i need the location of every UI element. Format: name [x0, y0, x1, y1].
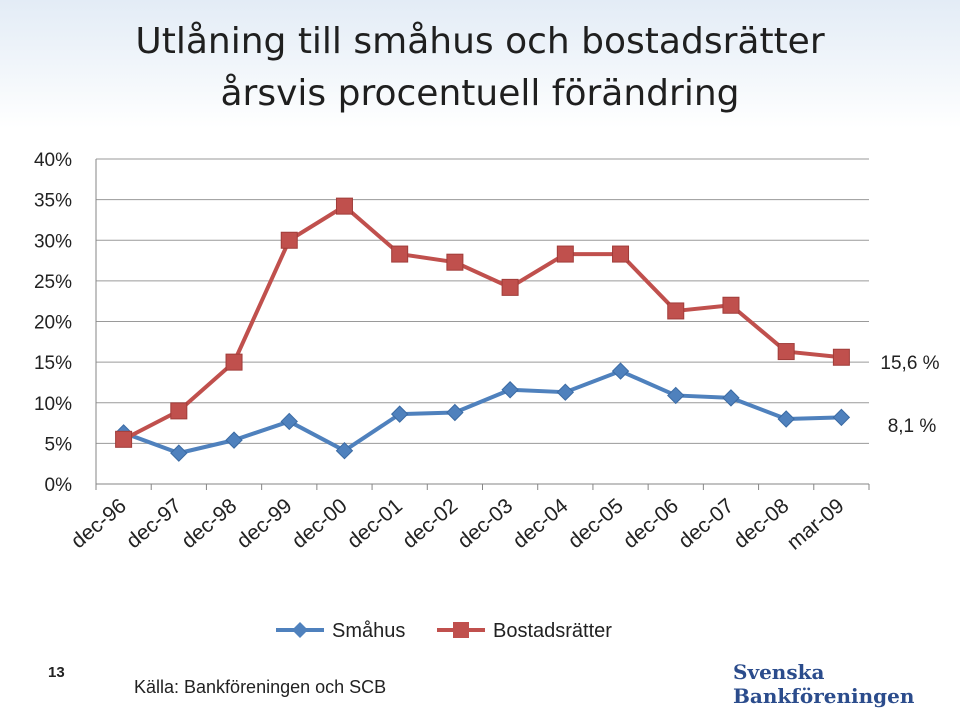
data-point	[170, 402, 188, 420]
data-point	[832, 348, 850, 366]
data-point	[501, 381, 519, 399]
x-tick-label: dec-07	[674, 494, 738, 553]
x-tick-label: dec-06	[619, 494, 683, 553]
series-line-bostadsratter	[122, 204, 842, 442]
data-point	[335, 441, 354, 460]
data-point	[556, 383, 575, 401]
y-tick-label: 5%	[45, 434, 73, 455]
data-point	[115, 430, 133, 448]
y-tick-label: 40%	[34, 150, 72, 171]
y-tick-label: 15%	[34, 353, 72, 374]
legend-marker	[292, 622, 308, 638]
y-tick-label: 35%	[34, 191, 72, 212]
data-point	[777, 343, 795, 361]
annotation-smahus: 8,1 %	[888, 416, 937, 437]
x-tick-label: dec-08	[729, 494, 793, 553]
data-point	[390, 405, 409, 423]
data-point	[667, 386, 685, 405]
x-tick-label: dec-96	[67, 494, 131, 553]
x-tick-label: dec-98	[177, 494, 241, 553]
y-tick-label: 30%	[34, 231, 72, 252]
data-point	[612, 245, 630, 263]
data-point	[832, 408, 851, 427]
data-point	[225, 353, 243, 371]
x-tick-label: dec-02	[398, 494, 462, 553]
y-tick-label: 20%	[34, 313, 72, 334]
y-tick-label: 25%	[34, 272, 72, 293]
annotation-bostadsratter: 15,6 %	[880, 353, 939, 374]
data-point	[280, 231, 298, 249]
x-tick-label: dec-05	[564, 494, 628, 553]
data-point	[335, 197, 353, 215]
data-point	[667, 302, 685, 320]
data-point	[446, 403, 464, 422]
data-point	[280, 412, 298, 431]
legend-label: Bostadsrätter	[493, 620, 612, 642]
data-point	[225, 431, 243, 449]
y-tick-label: 0%	[45, 475, 73, 496]
header-band	[0, 0, 960, 128]
x-tick-label: dec-04	[509, 494, 573, 553]
x-tick-label: dec-00	[288, 494, 352, 553]
brand-logo-text: Svenska Bankföreningen	[733, 660, 915, 708]
data-point	[722, 389, 740, 407]
chart-subtitle: årsvis procentuell förändring	[220, 73, 740, 114]
x-tick-label: dec-99	[232, 494, 296, 553]
y-tick-label: 10%	[34, 394, 72, 415]
source-note: Källa: Bankföreningen och SCB	[134, 677, 387, 697]
chart-title: Utlåning till småhus och bostadsrätter	[135, 21, 825, 62]
x-tick-label: mar-09	[783, 494, 849, 554]
x-tick-label: dec-03	[453, 494, 517, 553]
data-point	[501, 278, 519, 296]
data-point	[446, 253, 464, 271]
data-point	[777, 410, 795, 428]
data-point	[170, 444, 188, 462]
legend-marker	[453, 622, 469, 638]
data-point	[556, 245, 574, 263]
legend-label: Småhus	[332, 620, 405, 642]
data-point	[611, 362, 630, 380]
data-point	[722, 296, 740, 314]
x-tick-label: dec-01	[343, 494, 407, 553]
series-line-smahus	[122, 369, 842, 456]
page-number: 13	[48, 664, 65, 681]
x-tick-label: dec-97	[122, 494, 186, 553]
data-point	[391, 245, 409, 263]
